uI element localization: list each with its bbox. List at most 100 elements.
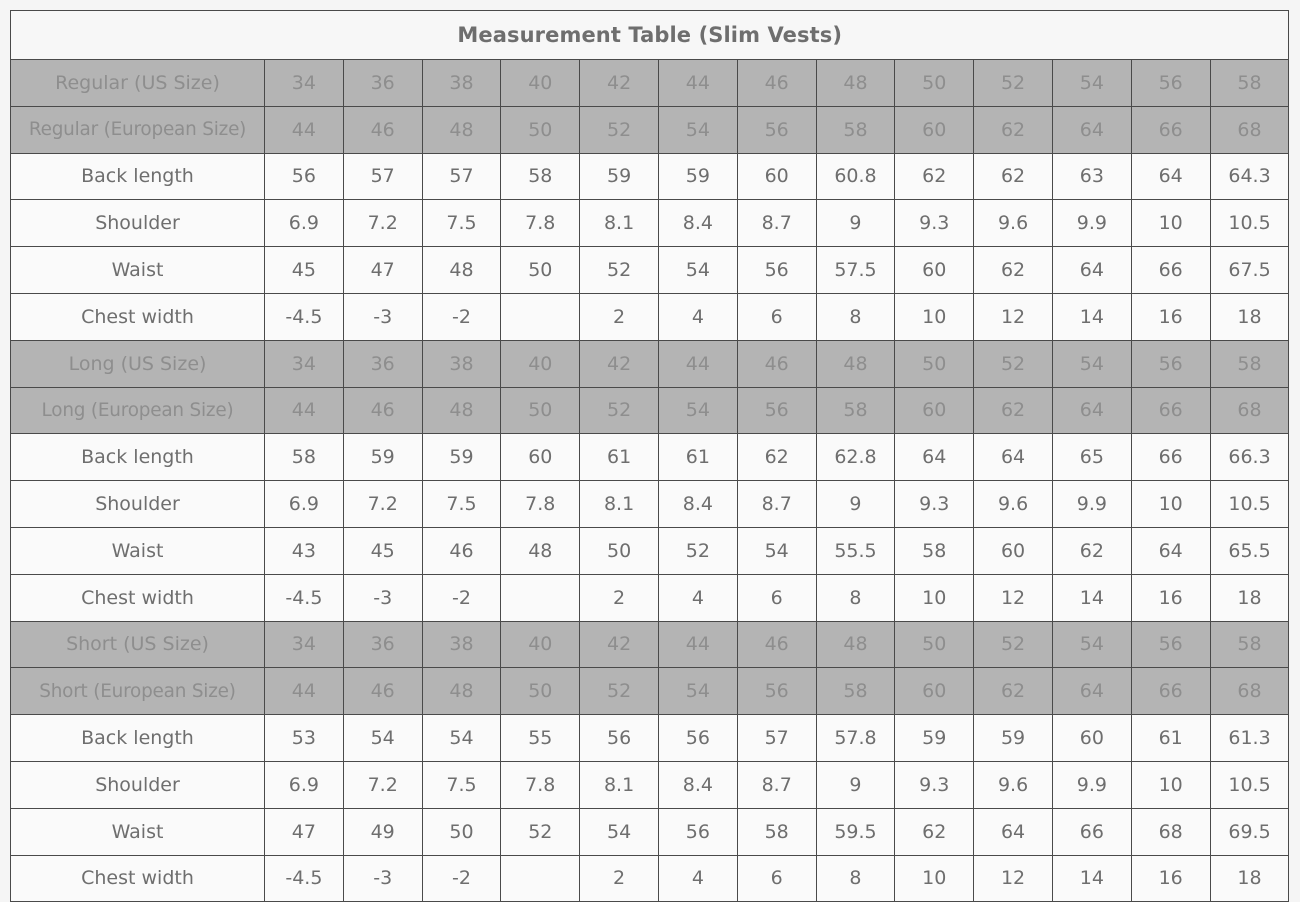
measurement-value-cell bbox=[500, 854, 581, 902]
measurement-value-cell: 49 bbox=[342, 807, 423, 856]
measurement-row-label: Shoulder bbox=[10, 199, 265, 248]
measurement-value-cell: 53 bbox=[264, 714, 344, 762]
size-value-cell: 48 bbox=[815, 339, 896, 388]
measurement-value-cell: 59 bbox=[657, 152, 738, 201]
measurement-value-cell: 8.4 bbox=[657, 480, 738, 528]
measurement-value-cell: 66 bbox=[1130, 433, 1211, 482]
measurement-value-cell: 66 bbox=[1051, 807, 1132, 856]
measurement-value-cell: 61.3 bbox=[1209, 714, 1290, 762]
measurement-value-cell: 50 bbox=[421, 807, 502, 856]
measurement-value-cell: 52 bbox=[657, 526, 738, 575]
measurement-value-cell: 6 bbox=[736, 854, 817, 902]
size-value-cell: 60 bbox=[894, 105, 975, 154]
size-value-cell: 54 bbox=[657, 386, 738, 435]
measurement-value-cell: 47 bbox=[342, 246, 423, 294]
size-value-cell: 42 bbox=[579, 620, 659, 669]
table-row: Waist 43 45 46 48 50 52 54 55.5 58 60 62 64 65.5 bbox=[10, 526, 1290, 575]
measurement-value-cell: 7.8 bbox=[500, 199, 581, 248]
size-value-cell: 50 bbox=[894, 59, 975, 107]
measurement-value-cell: 8.4 bbox=[657, 199, 738, 248]
measurement-value-cell: 9.3 bbox=[894, 199, 975, 248]
measurement-value-cell: 4 bbox=[657, 292, 738, 341]
size-value-cell: 44 bbox=[264, 105, 344, 154]
measurement-value-cell: 12 bbox=[973, 292, 1053, 341]
size-value-cell: 46 bbox=[342, 386, 423, 435]
size-value-cell: 44 bbox=[657, 339, 738, 388]
size-value-cell: 42 bbox=[579, 339, 659, 388]
size-value-cell: 56 bbox=[736, 667, 817, 716]
measurement-value-cell: 64 bbox=[1130, 152, 1211, 201]
measurement-value-cell: 9.9 bbox=[1051, 480, 1132, 528]
measurement-value-cell: 2 bbox=[579, 292, 659, 341]
size-value-cell: 66 bbox=[1130, 386, 1211, 435]
measurement-value-cell: 65 bbox=[1051, 433, 1132, 482]
size-value-cell: 38 bbox=[421, 620, 502, 669]
size-value-cell: 38 bbox=[421, 59, 502, 107]
measurement-value-cell: 55.5 bbox=[815, 526, 896, 575]
table-row: Shoulder 6.9 7.2 7.5 7.8 8.1 8.4 8.7 9 9.3 9.6 9.9 1… bbox=[10, 199, 1290, 248]
measurement-value-cell: 56 bbox=[736, 246, 817, 294]
measurement-value-cell: -2 bbox=[421, 292, 502, 341]
measurement-value-cell: 6.9 bbox=[264, 480, 344, 528]
measurement-value-cell: 52 bbox=[579, 246, 659, 294]
size-value-cell: 52 bbox=[973, 620, 1053, 669]
measurement-value-cell: 48 bbox=[421, 246, 502, 294]
measurement-value-cell: -3 bbox=[342, 292, 423, 341]
measurement-value-cell: 56 bbox=[579, 714, 659, 762]
size-value-cell: 50 bbox=[500, 105, 581, 154]
size-value-cell: 34 bbox=[264, 59, 344, 107]
size-header-row-regular-eu: Regular (European Size) 44 46 48 50 52 54 56 58 6… bbox=[10, 105, 1290, 154]
measurement-value-cell: 62 bbox=[973, 152, 1053, 201]
measurement-value-cell: 14 bbox=[1051, 292, 1132, 341]
page-title: Measurement Table (Slim Vests) bbox=[9, 10, 1290, 60]
measurement-value-cell: -3 bbox=[342, 854, 423, 902]
table-row: Back length 53 54 54 55 56 56 57 57.8 59 59 60 61 61.… bbox=[10, 714, 1290, 762]
size-value-cell: 56 bbox=[1130, 339, 1211, 388]
measurement-row-label: Back length bbox=[10, 152, 265, 201]
measurement-value-cell: 9.6 bbox=[973, 760, 1053, 809]
measurement-value-cell: 50 bbox=[500, 246, 581, 294]
measurement-value-cell: 60 bbox=[736, 152, 817, 201]
measurement-value-cell: 9.9 bbox=[1051, 760, 1132, 809]
measurement-value-cell: 8.7 bbox=[736, 480, 817, 528]
measurement-value-cell: 16 bbox=[1130, 292, 1211, 341]
measurement-value-cell: 55 bbox=[500, 714, 581, 762]
measurement-value-cell: 4 bbox=[657, 854, 738, 902]
measurement-value-cell: 8.1 bbox=[579, 760, 659, 809]
size-value-cell: 50 bbox=[894, 620, 975, 669]
size-value-cell: 64 bbox=[1051, 667, 1132, 716]
measurement-value-cell: 9.6 bbox=[973, 480, 1053, 528]
measurement-value-cell: 7.5 bbox=[421, 480, 502, 528]
size-value-cell: 62 bbox=[973, 386, 1053, 435]
measurement-value-cell: 8 bbox=[815, 573, 896, 622]
size-value-cell: 68 bbox=[1209, 105, 1290, 154]
measurement-value-cell: 69.5 bbox=[1209, 807, 1290, 856]
size-value-cell: 58 bbox=[815, 105, 896, 154]
size-value-cell: 58 bbox=[1209, 59, 1290, 107]
size-value-cell: 46 bbox=[736, 339, 817, 388]
measurement-value-cell: 9.3 bbox=[894, 480, 975, 528]
measurement-value-cell: 10 bbox=[1130, 199, 1211, 248]
measurement-value-cell: 62 bbox=[1051, 526, 1132, 575]
size-value-cell: 46 bbox=[736, 59, 817, 107]
table-row: Waist 45 47 48 50 52 54 56 57.5 60 62 64 66 67.5 bbox=[10, 246, 1290, 294]
measurement-value-cell: 8.1 bbox=[579, 199, 659, 248]
size-value-cell: 56 bbox=[736, 386, 817, 435]
measurement-value-cell: 12 bbox=[973, 573, 1053, 622]
size-value-cell: 40 bbox=[500, 620, 581, 669]
size-value-cell: 50 bbox=[894, 339, 975, 388]
size-value-cell: 56 bbox=[736, 105, 817, 154]
measurement-value-cell: 47 bbox=[264, 807, 344, 856]
size-value-cell: 44 bbox=[264, 386, 344, 435]
measurement-value-cell: 9.3 bbox=[894, 760, 975, 809]
measurement-value-cell: 67.5 bbox=[1209, 246, 1290, 294]
size-value-cell: 50 bbox=[500, 386, 581, 435]
measurement-value-cell: 10.5 bbox=[1209, 480, 1290, 528]
size-value-cell: 36 bbox=[342, 59, 423, 107]
size-value-cell: 48 bbox=[815, 59, 896, 107]
table-head: Measurement Table (Slim Vests) bbox=[9, 10, 1290, 60]
measurement-value-cell: 7.8 bbox=[500, 760, 581, 809]
measurement-value-cell: 6 bbox=[736, 292, 817, 341]
measurement-value-cell: 58 bbox=[500, 152, 581, 201]
size-value-cell: 48 bbox=[815, 620, 896, 669]
